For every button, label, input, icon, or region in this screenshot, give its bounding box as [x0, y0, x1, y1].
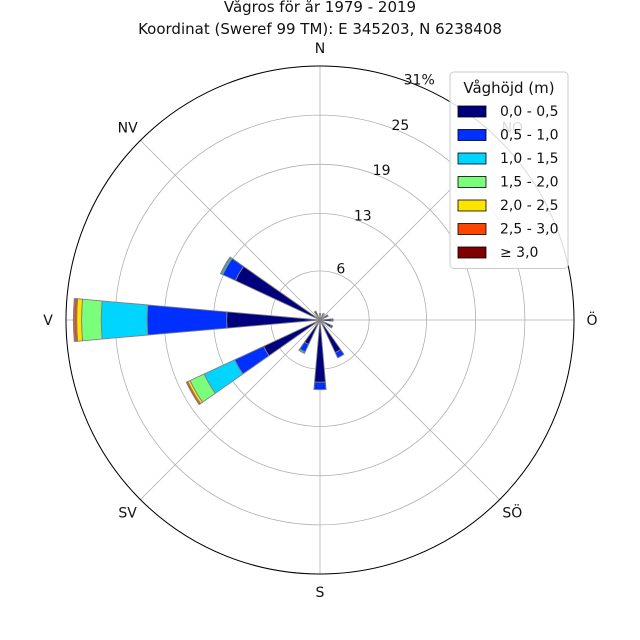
legend-swatch	[457, 105, 487, 118]
radial-tick-label: 6	[336, 262, 345, 278]
rose-bar-dir300-class1	[234, 265, 321, 321]
legend-swatch	[457, 129, 487, 141]
direction-label: Ö	[586, 311, 597, 329]
legend-label: ≥ 3,0	[500, 245, 538, 261]
direction-label: V	[43, 313, 53, 329]
outer-ring	[65, 65, 575, 575]
rose-bar-dir270-class4	[81, 298, 103, 342]
direction-label: NV	[118, 121, 138, 137]
legend-frame	[449, 71, 569, 269]
legend-title: Våghöjd (m)	[463, 79, 554, 97]
rose-bar-dir150-class2	[334, 348, 345, 359]
rose-bar-dir300-class4	[219, 256, 232, 275]
rose-bar-dir270-class3	[100, 300, 149, 340]
direction-label: SÖ	[502, 503, 522, 521]
rose-bar-dir270-class7	[72, 298, 76, 342]
grid-spoke-4	[319, 319, 500, 500]
rose-bar-dir210-class3	[298, 348, 306, 355]
direction-label: SV	[118, 505, 137, 521]
legend-label: 0,5 - 1,0	[500, 128, 558, 144]
rose-bar-dir90-class2	[330, 318, 334, 322]
radial-tick-label: 31%	[404, 72, 435, 88]
legend-label: 1,5 - 2,0	[500, 175, 558, 191]
radial-tick-label: 19	[373, 163, 391, 179]
rose-bar-dir60-class2	[326, 314, 329, 318]
chart-title: Vågros för år 1979 - 2019	[224, 0, 416, 16]
rose-bar-dir180-class1	[314, 319, 326, 383]
chart-subtitle: Koordinat (Sweref 99 TM): E 345203, N 62…	[138, 20, 502, 38]
legend-label: 2,5 - 3,0	[500, 222, 558, 238]
rose-bar-dir270-class1	[226, 311, 321, 329]
legend-swatch	[457, 199, 487, 212]
grid-spoke-8	[140, 140, 321, 321]
legend-swatch	[457, 223, 487, 235]
rose-bar-dir30-class2	[322, 312, 325, 316]
legend: Våghöjd (m) 0,0 - 0,5 0,5 - 1,0 1,0 - 1,5 1,…	[449, 71, 569, 269]
legend-swatch	[457, 246, 487, 259]
legend-label: 0,0 - 0,5	[500, 104, 558, 120]
radial-tick-labels: 6 13 19 25 31%	[336, 72, 434, 277]
rose-bar-dir0-class2	[318, 312, 322, 315]
direction-label: N	[315, 41, 325, 57]
legend-label: 2,0 - 2,5	[500, 198, 558, 214]
rose-bar-dir120-class2	[329, 324, 334, 329]
legend-label: 1,0 - 1,5	[500, 151, 558, 167]
rose-bar-dir330-class2	[313, 310, 318, 314]
legend-swatch	[457, 176, 487, 188]
rose-bars	[72, 256, 345, 406]
rose-bar-dir240-class6	[185, 381, 202, 406]
rose-bar-dir180-class2	[313, 381, 327, 391]
direction-label: S	[316, 585, 325, 601]
legend-swatch	[457, 152, 487, 165]
rose-bar-dir270-class2	[146, 304, 228, 336]
grid-spoke-6	[140, 319, 321, 500]
radial-tick-label: 25	[391, 118, 409, 134]
radial-tick-label: 13	[354, 209, 372, 225]
